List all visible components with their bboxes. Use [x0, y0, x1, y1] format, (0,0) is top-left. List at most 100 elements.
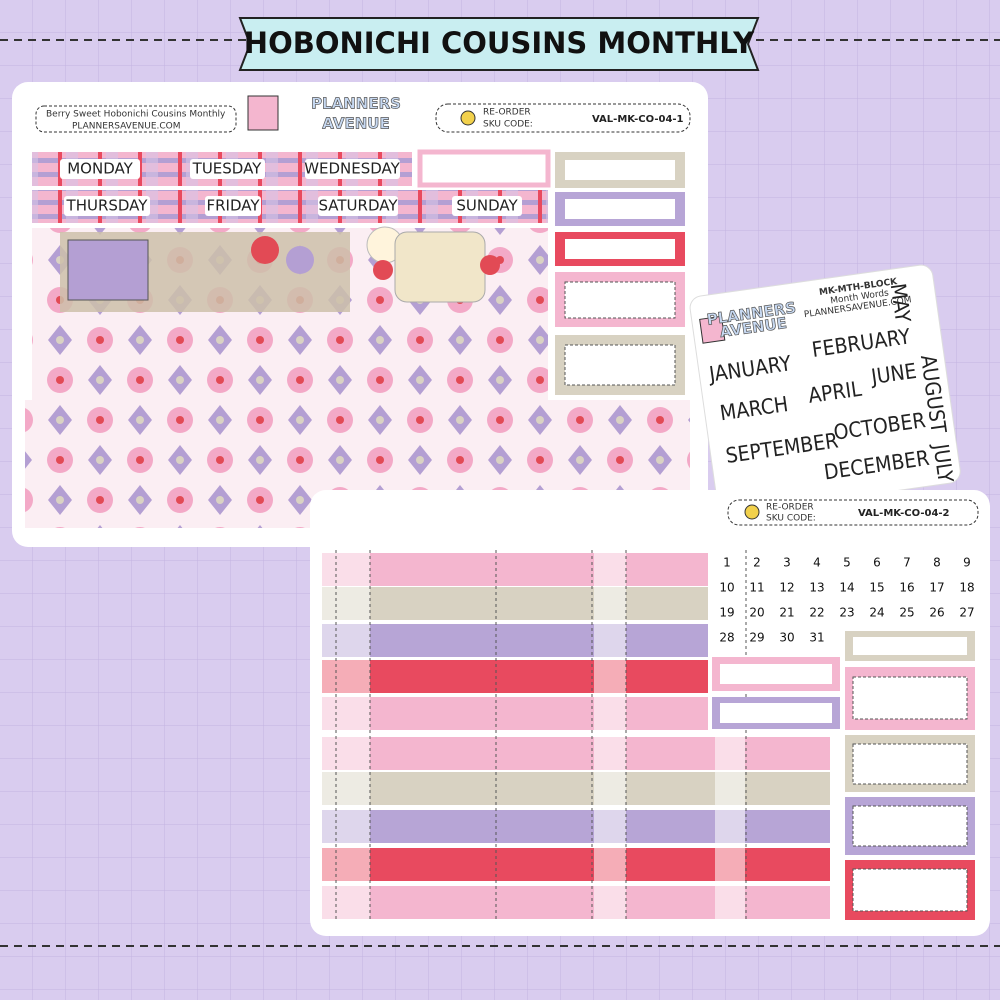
- weekday: TUESDAY: [192, 160, 263, 178]
- box-inner: [853, 637, 967, 655]
- stripe-light: [715, 810, 745, 843]
- stripe: [322, 737, 830, 770]
- date: 28: [719, 631, 734, 645]
- title: HOBONICHI COUSINS MONTHLY: [244, 26, 755, 60]
- sku-box: [727, 499, 979, 526]
- box-inner: [852, 868, 968, 912]
- stripe-light: [594, 660, 626, 693]
- stripe: [322, 810, 830, 843]
- stripe-light: [594, 624, 626, 657]
- box-inner: [564, 281, 676, 319]
- date: 1: [723, 556, 731, 570]
- box-inner: [565, 160, 675, 180]
- strawberry: [480, 255, 500, 275]
- date: 5: [843, 556, 851, 570]
- date: 21: [779, 606, 794, 620]
- label-bg: [64, 196, 150, 216]
- header-box: [35, 105, 237, 133]
- weekday: SUNDAY: [456, 197, 518, 215]
- bee-icon: [460, 110, 476, 126]
- stripe-light: [715, 772, 745, 805]
- date: 29: [749, 631, 764, 645]
- logo-icon: [699, 315, 726, 344]
- date: 6: [873, 556, 881, 570]
- date: 19: [719, 606, 734, 620]
- date: 24: [869, 606, 884, 620]
- stripe: [322, 772, 830, 805]
- stripe-light: [594, 553, 626, 586]
- month-word: JULY: [928, 441, 957, 484]
- stripe: [322, 886, 830, 919]
- stripe-light: [594, 886, 626, 919]
- stripe-light: [594, 697, 626, 730]
- sku: VAL-MK-CO-04-2: [858, 508, 950, 519]
- box-inner: [852, 805, 968, 847]
- date: 10: [719, 581, 734, 595]
- date: 12: [779, 581, 794, 595]
- toast: [394, 231, 486, 303]
- date: 11: [749, 581, 764, 595]
- reorder: RE-ORDER: [483, 108, 531, 118]
- envelope: [67, 239, 149, 301]
- box-inner: [720, 664, 832, 684]
- date: 31: [809, 631, 824, 645]
- reorder: SKU CODE:: [766, 514, 816, 524]
- stripe-light: [322, 737, 370, 770]
- date: 15: [869, 581, 884, 595]
- stripe-light: [322, 848, 370, 881]
- stripe-light: [594, 810, 626, 843]
- reorder: SKU CODE:: [483, 120, 533, 130]
- label-bg: [60, 159, 140, 179]
- box-inner: [565, 239, 675, 259]
- date: 30: [779, 631, 794, 645]
- title-banner: [238, 17, 760, 71]
- stripe-light: [322, 624, 370, 657]
- logo: PLANNERS: [311, 95, 401, 113]
- label-bg: [318, 196, 398, 216]
- reorder: RE-ORDER: [766, 503, 814, 513]
- box-inner: [565, 199, 675, 219]
- label-bg: [205, 196, 261, 216]
- date: 2: [753, 556, 761, 570]
- stripe-light: [594, 587, 626, 620]
- logo-icon: [247, 95, 279, 131]
- logo: AVENUE: [322, 115, 389, 133]
- blank-box: [417, 149, 551, 188]
- stripe: [322, 697, 708, 730]
- stripe-light: [594, 772, 626, 805]
- date: 23: [839, 606, 854, 620]
- box-inner: [852, 676, 968, 720]
- box-inner: [720, 703, 832, 723]
- weekday: THURSDAY: [66, 197, 149, 215]
- date: 14: [839, 581, 854, 595]
- weekday: WEDNESDAY: [304, 160, 400, 178]
- date: 3: [783, 556, 791, 570]
- stripe-light: [322, 697, 370, 730]
- stripe-light: [322, 810, 370, 843]
- date: 4: [813, 556, 821, 570]
- months-sheet: PLANNERS AVENUE MK-MTH-BLOCK Month Words…: [689, 264, 961, 515]
- stripe-light: [715, 886, 745, 919]
- date: 20: [749, 606, 764, 620]
- weekday: FRIDAY: [206, 197, 260, 215]
- stripe-light: [594, 848, 626, 881]
- date: 16: [899, 581, 914, 595]
- date: 27: [959, 606, 974, 620]
- stripe-light: [715, 737, 745, 770]
- sku: VAL-MK-CO-04-1: [592, 114, 684, 125]
- stripe-light: [322, 886, 370, 919]
- stripe-light: [322, 772, 370, 805]
- heart: [251, 236, 279, 264]
- strawberry: [373, 260, 393, 280]
- label-bg: [190, 159, 265, 179]
- label-bg: [452, 196, 522, 216]
- date: 25: [899, 606, 914, 620]
- weekday: SATURDAY: [318, 197, 398, 215]
- stripe: [322, 660, 708, 693]
- stripe-light: [322, 587, 370, 620]
- bee-icon: [744, 504, 760, 520]
- stripe: [322, 848, 830, 881]
- month-word: MAY: [886, 282, 915, 325]
- stripe-light: [322, 660, 370, 693]
- date: 9: [963, 556, 971, 570]
